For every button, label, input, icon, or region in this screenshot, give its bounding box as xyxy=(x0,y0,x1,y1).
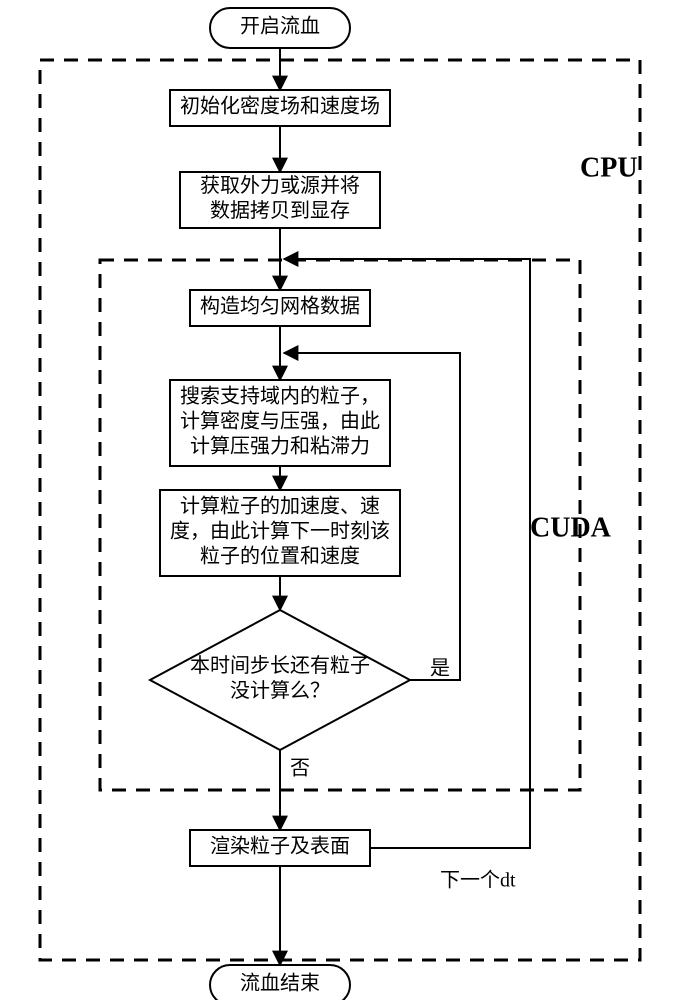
svg-text:本时间步长还有粒子: 本时间步长还有粒子 xyxy=(190,654,370,677)
svg-text:粒子的位置和速度: 粒子的位置和速度 xyxy=(200,545,360,568)
svg-text:计算压强力和粘滞力: 计算压强力和粘滞力 xyxy=(190,435,370,458)
cpu-region-label: CPU xyxy=(580,152,638,183)
svg-text:数据拷贝到显存: 数据拷贝到显存 xyxy=(210,199,350,222)
label-no: 否 xyxy=(290,758,310,780)
svg-text:计算密度与压强，由此: 计算密度与压强，由此 xyxy=(180,410,380,433)
svg-text:初始化密度场和速度场: 初始化密度场和速度场 xyxy=(180,95,380,118)
svg-text:度，由此计算下一时刻该: 度，由此计算下一时刻该 xyxy=(170,520,390,543)
end-terminal-label: 流血结束 xyxy=(240,972,320,995)
svg-text:构造均匀网格数据: 构造均匀网格数据 xyxy=(200,295,360,318)
label-next: 下一个dt xyxy=(440,869,516,892)
svg-text:渲染粒子及表面: 渲染粒子及表面 xyxy=(210,835,350,858)
svg-text:计算粒子的加速度、速: 计算粒子的加速度、速 xyxy=(180,495,380,518)
svg-text:搜索支持域内的粒子，: 搜索支持域内的粒子， xyxy=(180,385,380,408)
svg-text:没计算么？: 没计算么？ xyxy=(230,679,330,702)
start-terminal-label: 开启流血 xyxy=(240,15,320,38)
label-yes: 是 xyxy=(430,658,450,680)
svg-text:获取外力或源并将: 获取外力或源并将 xyxy=(200,174,360,197)
cuda-region-label: CUDA xyxy=(530,512,612,543)
